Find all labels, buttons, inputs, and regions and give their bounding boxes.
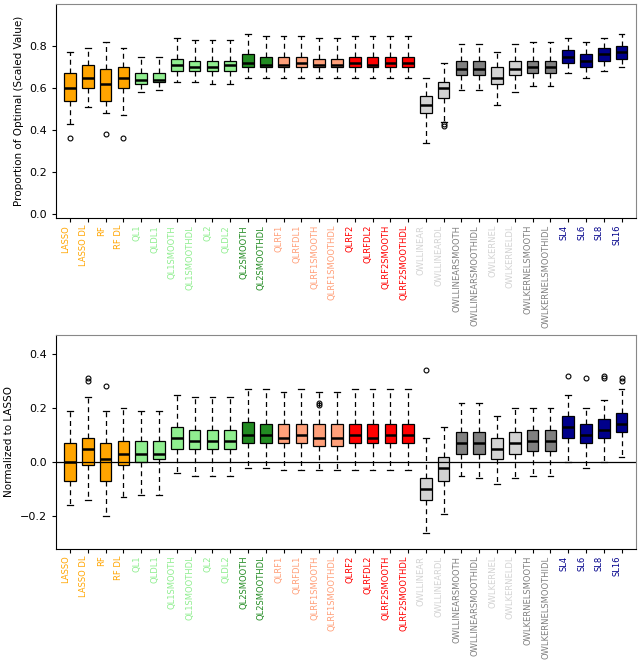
PathPatch shape — [403, 56, 414, 67]
PathPatch shape — [118, 67, 129, 88]
PathPatch shape — [492, 438, 503, 459]
PathPatch shape — [171, 58, 182, 71]
PathPatch shape — [296, 424, 307, 444]
PathPatch shape — [225, 61, 236, 71]
PathPatch shape — [136, 74, 147, 84]
PathPatch shape — [331, 58, 343, 67]
PathPatch shape — [136, 440, 147, 462]
PathPatch shape — [242, 54, 254, 67]
PathPatch shape — [82, 438, 93, 465]
PathPatch shape — [509, 61, 521, 76]
PathPatch shape — [349, 424, 360, 444]
PathPatch shape — [207, 61, 218, 71]
PathPatch shape — [100, 69, 111, 101]
Y-axis label: Proportion of Optimal (Scaled Value): Proportion of Optimal (Scaled Value) — [13, 16, 24, 206]
PathPatch shape — [474, 61, 485, 76]
PathPatch shape — [438, 82, 449, 99]
PathPatch shape — [438, 457, 449, 481]
PathPatch shape — [456, 61, 467, 76]
Y-axis label: Normalized to LASSO: Normalized to LASSO — [4, 387, 14, 497]
PathPatch shape — [171, 427, 182, 449]
PathPatch shape — [545, 430, 556, 452]
PathPatch shape — [403, 424, 414, 444]
PathPatch shape — [616, 414, 627, 432]
PathPatch shape — [527, 430, 538, 452]
PathPatch shape — [82, 65, 93, 88]
PathPatch shape — [260, 424, 271, 444]
PathPatch shape — [207, 430, 218, 449]
PathPatch shape — [545, 61, 556, 74]
PathPatch shape — [474, 432, 485, 454]
PathPatch shape — [314, 58, 325, 67]
PathPatch shape — [598, 419, 609, 438]
PathPatch shape — [349, 56, 360, 67]
PathPatch shape — [65, 74, 76, 101]
PathPatch shape — [385, 424, 396, 444]
PathPatch shape — [563, 416, 574, 438]
PathPatch shape — [225, 430, 236, 449]
PathPatch shape — [563, 50, 574, 63]
PathPatch shape — [598, 48, 609, 61]
PathPatch shape — [260, 56, 271, 67]
PathPatch shape — [65, 444, 76, 481]
PathPatch shape — [278, 424, 289, 444]
PathPatch shape — [385, 56, 396, 67]
PathPatch shape — [189, 430, 200, 449]
PathPatch shape — [153, 74, 165, 82]
PathPatch shape — [509, 432, 521, 454]
PathPatch shape — [118, 440, 129, 465]
PathPatch shape — [367, 56, 378, 67]
PathPatch shape — [580, 54, 592, 67]
PathPatch shape — [100, 444, 111, 481]
PathPatch shape — [314, 424, 325, 446]
PathPatch shape — [153, 440, 165, 459]
PathPatch shape — [278, 56, 289, 67]
PathPatch shape — [296, 56, 307, 67]
PathPatch shape — [456, 432, 467, 454]
PathPatch shape — [492, 67, 503, 84]
PathPatch shape — [420, 479, 432, 500]
PathPatch shape — [616, 46, 627, 58]
PathPatch shape — [367, 424, 378, 444]
PathPatch shape — [189, 61, 200, 71]
PathPatch shape — [580, 424, 592, 444]
PathPatch shape — [331, 424, 343, 446]
PathPatch shape — [420, 96, 432, 113]
PathPatch shape — [527, 61, 538, 74]
PathPatch shape — [242, 422, 254, 444]
